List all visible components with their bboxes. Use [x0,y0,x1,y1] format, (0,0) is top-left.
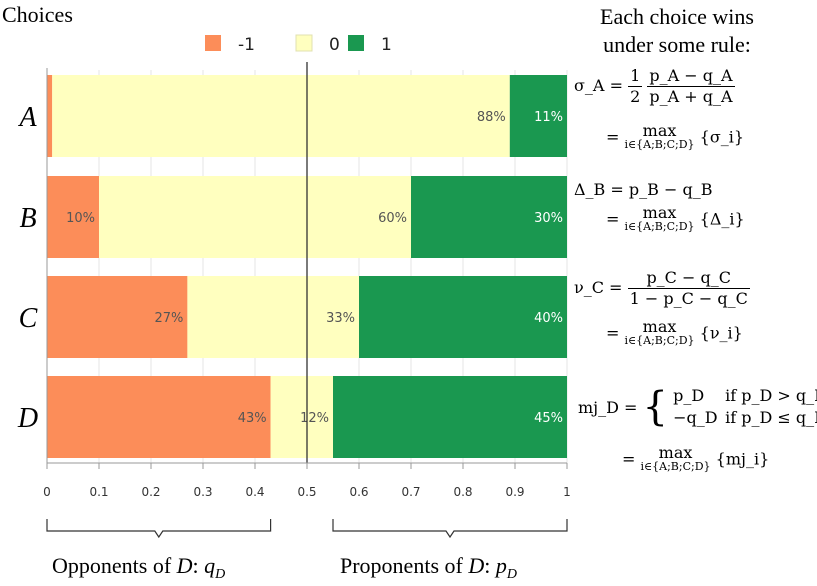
bar-label-D-0: 12% [300,411,329,426]
formula-nu-max: = max i∈{A;B;C;D} {ν_i} [606,317,743,348]
x-tick-label: 0.6 [349,485,368,499]
bar-C-0 [187,276,359,358]
legend-swatch-0 [205,35,221,51]
bar-B-1 [411,176,567,258]
x-tick-label: 0.7 [401,485,420,499]
x-tick-label: 0.4 [245,485,264,499]
chart-left-title: Choices [2,2,73,27]
legend-swatch-1 [295,34,313,52]
bar-D-1 [333,376,567,458]
bar-label-C-1: 40% [534,311,563,326]
formula-sigma-max: = max i∈{A;B;C;D} {σ_i} [606,121,745,152]
bars: 88% 11% 10% 60% 30% 27% 33% 40% 43% 12% 45% [47,62,567,463]
legend-label-1: 0 [329,35,340,55]
nu-fraction: p_C − q_C 1 − p_C − q_C [627,268,750,308]
bar-label-D-1: 45% [534,411,563,426]
max-operator: max i∈{A;B;C;D} [640,443,711,474]
bar-label-A-0: 88% [477,110,506,125]
bar-C-1 [359,276,567,358]
bar-A--1 [47,75,53,157]
formula-nu: ν_C = p_C − q_C 1 − p_C − q_C [574,268,750,308]
mj-cases: p_D if p_D > q_D −q_D if p_D ≤ q_D [673,386,817,427]
legend: -1 0 1 [205,34,392,55]
category-label-B: B [19,203,36,234]
bar-D-0 [270,376,333,458]
x-tick-label: 0.1 [89,485,108,499]
bar-B-0 [99,176,411,258]
legend-label-2: 1 [381,35,392,55]
mj-brace: { [642,384,668,430]
bar-label-D--1: 43% [238,411,267,426]
sigma-lhs: σ_A = [574,76,623,95]
category-labels: A B C D [17,102,38,434]
x-tick-label: 1 [563,485,571,499]
formula-mj-max: = max i∈{A;B;C;D} {mj_i} [622,443,770,474]
opponents-label: Opponents of D: qD [52,553,225,582]
formula-delta-max: = max i∈{A;B;C;D} {Δ_i} [606,203,745,234]
category-label-C: C [19,303,38,334]
bar-label-A-1: 11% [534,110,563,125]
bar-label-C--1: 27% [154,311,183,326]
legend-swatch-2 [348,35,364,51]
bar-label-B-0: 60% [378,211,407,226]
legend-label-0: -1 [238,35,255,55]
category-label-D: D [17,403,38,434]
formula-delta: Δ_B = p_B − q_B [574,180,713,199]
x-tick-label: 0.8 [453,485,472,499]
bar-C--1 [47,276,188,358]
bar-label-B-1: 30% [534,211,563,226]
category-label-A: A [17,102,37,133]
x-tick-label: 0.9 [505,485,524,499]
x-tick-label: 0 [43,485,51,499]
sigma-fraction: p_A − q_A p_A + q_A [647,66,735,106]
bar-D--1 [47,376,271,458]
right-title-line1: Each choice wins [600,4,754,29]
x-tick-label: 0.5 [297,485,316,499]
right-title-line2: under some rule: [603,32,751,57]
bar-B--1 [47,176,99,258]
opponents-bracket [46,519,272,539]
x-axis: 0 0.1 0.2 0.3 0.4 0.5 0.6 0.7 0.8 0.9 1 [43,68,571,499]
bar-label-B--1: 10% [66,211,95,226]
bar-A-0 [52,75,510,157]
max-operator: max i∈{A;B;C;D} [624,203,695,234]
proponents-bracket [332,519,568,539]
bar-label-C-0: 33% [326,311,355,326]
proponents-label: Proponents of D: pD [340,553,517,582]
bar-A-1 [509,75,567,157]
max-operator: max i∈{A;B;C;D} [624,121,695,152]
formula-mj: mj_D = { p_D if p_D > q_D −q_D if p_D ≤ q_… [578,385,817,429]
max-operator: max i∈{A;B;C;D} [624,317,695,348]
x-tick-label: 0.2 [141,485,160,499]
brackets [46,519,568,539]
x-tick-label: 0.3 [193,485,212,499]
